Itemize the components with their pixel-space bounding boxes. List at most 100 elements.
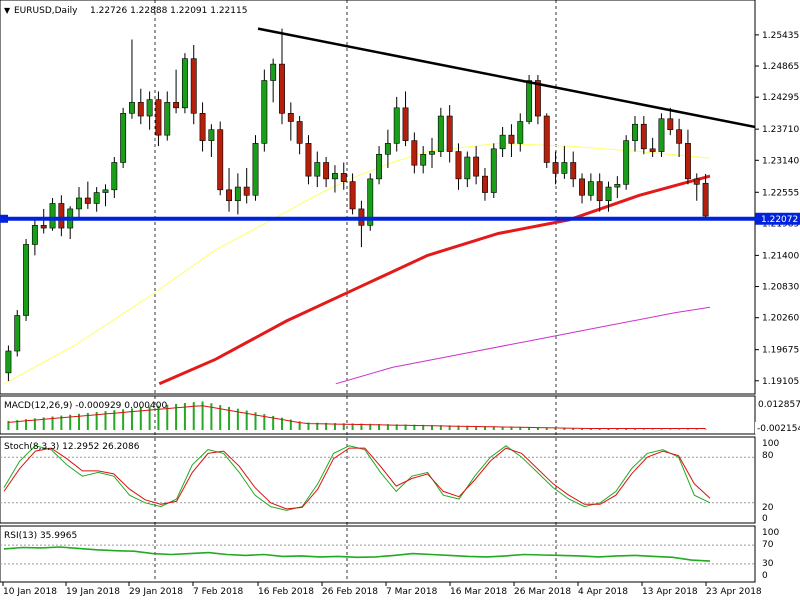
candle-body bbox=[684, 143, 691, 180]
candle-body bbox=[473, 156, 480, 177]
candle bbox=[23, 238, 30, 321]
date-tick-label: 10 Jan 2018 bbox=[3, 587, 57, 597]
ohlc-values: 1.22726 1.22888 1.22091 1.22115 bbox=[90, 6, 247, 16]
candle bbox=[190, 44, 197, 125]
candle bbox=[393, 96, 400, 152]
candle bbox=[676, 118, 683, 158]
macd-histogram-bar bbox=[404, 424, 407, 430]
candle-body bbox=[508, 134, 515, 144]
trend-lines bbox=[0, 27, 756, 223]
candle bbox=[287, 102, 294, 141]
candle bbox=[314, 151, 321, 188]
date-tick-label: 19 Jan 2018 bbox=[66, 587, 120, 597]
candle-body bbox=[296, 121, 303, 144]
date-tick-label: 4 Apr 2018 bbox=[578, 587, 628, 597]
macd-histogram-bar bbox=[148, 406, 151, 430]
price-tick-label: 1.23710 bbox=[762, 125, 799, 135]
stoch-panel-frame bbox=[0, 436, 756, 524]
candle bbox=[402, 91, 409, 147]
candle bbox=[14, 310, 21, 357]
candle-body bbox=[623, 140, 630, 185]
candle-body bbox=[455, 151, 462, 180]
rsi-axis-label: 100 bbox=[762, 528, 779, 538]
candle bbox=[455, 143, 462, 190]
rsi-axis-label: 30 bbox=[762, 559, 774, 569]
candle bbox=[5, 345, 12, 382]
stoch-axis-label: 100 bbox=[762, 439, 779, 449]
macd-histogram-bar bbox=[554, 427, 557, 430]
candle-body bbox=[234, 186, 241, 202]
macd-histogram-bar bbox=[236, 408, 239, 430]
candle bbox=[517, 113, 524, 152]
candle-body bbox=[402, 107, 409, 141]
price-tick-label: 1.19675 bbox=[762, 346, 799, 356]
macd-histogram-bar bbox=[51, 416, 54, 430]
stoch-signal-line bbox=[3, 447, 711, 510]
candle bbox=[93, 187, 100, 212]
candle-body bbox=[261, 80, 268, 144]
macd-histogram-bar bbox=[192, 402, 195, 430]
rsi-axis-label: 0 bbox=[762, 571, 768, 581]
macd-axis-top: 0.012857 bbox=[758, 400, 800, 410]
macd-histogram-bar bbox=[298, 421, 301, 430]
macd-histogram-bar bbox=[386, 424, 389, 430]
macd-panel-frame bbox=[0, 395, 756, 435]
macd-histogram-bar bbox=[316, 422, 319, 430]
candle-body bbox=[658, 118, 665, 152]
macd-histogram-bar bbox=[7, 421, 10, 430]
price-tick-label: 1.20830 bbox=[762, 283, 799, 293]
candle-body bbox=[93, 192, 100, 204]
candle-body bbox=[570, 162, 577, 180]
macd-histogram-bar bbox=[439, 425, 442, 430]
date-tick-label: 16 Feb 2018 bbox=[258, 587, 314, 597]
macd-histogram-bar bbox=[130, 408, 133, 430]
candle-body bbox=[384, 143, 391, 155]
candle-body bbox=[111, 162, 118, 191]
current-price-label: 1.22072 bbox=[761, 215, 798, 225]
macd-histogram-bar bbox=[201, 401, 204, 430]
candle bbox=[226, 167, 232, 212]
candle bbox=[482, 167, 488, 201]
macd-histogram-bar bbox=[616, 428, 619, 430]
candle bbox=[137, 88, 144, 125]
candle-body bbox=[499, 134, 506, 150]
stoch-axis-label: 20 bbox=[762, 503, 774, 513]
candle bbox=[605, 181, 612, 212]
candle-body bbox=[217, 129, 224, 191]
candle-body bbox=[120, 112, 127, 163]
macd-histogram-bar bbox=[633, 429, 636, 430]
candle-body bbox=[517, 121, 524, 144]
candle bbox=[217, 121, 224, 196]
candle bbox=[596, 173, 603, 212]
macd-histogram-bar bbox=[457, 425, 460, 430]
candle bbox=[437, 107, 444, 158]
macd-histogram-bar bbox=[254, 412, 257, 430]
candle bbox=[340, 162, 347, 190]
macd-histogram-bar bbox=[86, 412, 89, 430]
candle bbox=[164, 91, 171, 141]
price-tick-label: 1.23140 bbox=[762, 156, 799, 166]
macd-histogram-bar bbox=[307, 422, 310, 430]
date-tick-label: 16 Mar 2018 bbox=[450, 587, 507, 597]
candle bbox=[473, 146, 480, 185]
macd-histogram-bar bbox=[333, 423, 336, 430]
macd-histogram-bar bbox=[378, 423, 381, 430]
macd-histogram-bar bbox=[598, 428, 601, 430]
candle-body bbox=[23, 244, 30, 316]
candle bbox=[384, 129, 391, 168]
candle bbox=[579, 173, 585, 204]
candle-body bbox=[437, 115, 444, 152]
macd-histogram-bar bbox=[219, 405, 222, 430]
macd-histogram-bar bbox=[678, 429, 681, 430]
candle-body bbox=[173, 102, 180, 109]
rsi-line bbox=[3, 546, 711, 562]
date-tick-label: 7 Feb 2018 bbox=[193, 587, 244, 597]
macd-histogram-bar bbox=[510, 426, 513, 430]
candle bbox=[261, 69, 268, 152]
candle-body bbox=[279, 63, 285, 114]
candle-body bbox=[137, 102, 144, 117]
candle-body bbox=[543, 115, 550, 163]
macd-histogram-bar bbox=[642, 429, 645, 430]
macd-histogram-bar bbox=[651, 429, 654, 430]
date-tick-label: 26 Mar 2018 bbox=[514, 587, 571, 597]
